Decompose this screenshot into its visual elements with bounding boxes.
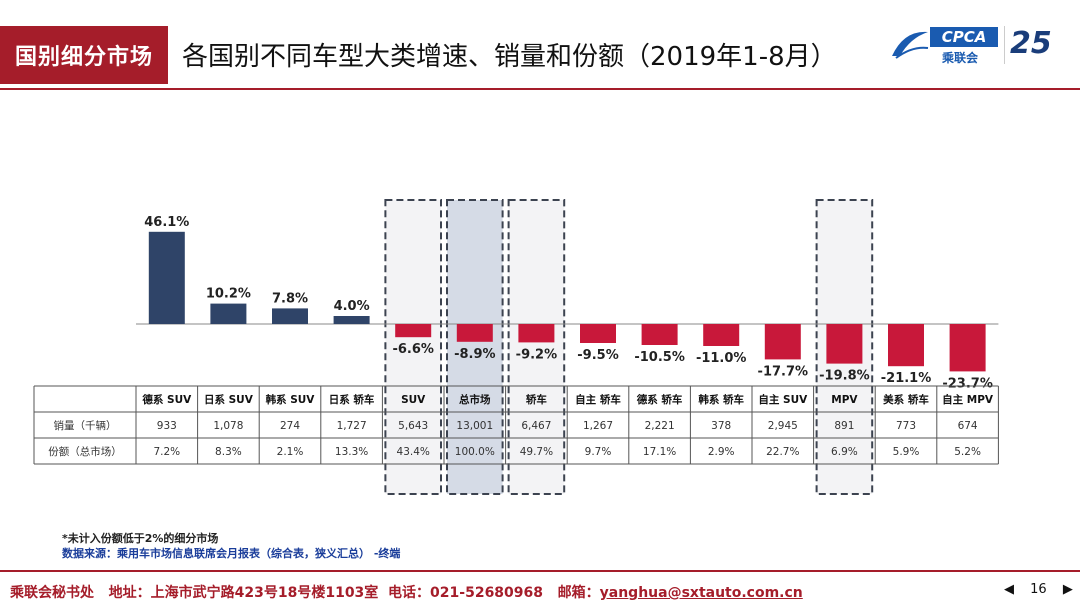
- cell-0-12: 773: [896, 420, 916, 432]
- category-label-1: 日系 SUV: [204, 393, 254, 406]
- cell-1-8: 17.1%: [643, 446, 676, 458]
- data-label-9: -11.0%: [696, 351, 747, 366]
- cell-0-11: 891: [834, 420, 854, 432]
- bar-6: [518, 324, 555, 343]
- row-label-1: 份额（总市场）: [48, 445, 122, 458]
- cell-0-2: 274: [280, 420, 300, 432]
- cell-1-6: 49.7%: [520, 446, 553, 458]
- data-label-10: -17.7%: [758, 364, 809, 379]
- footer-email-label: 邮箱：: [557, 585, 600, 601]
- growth-bar-chart: 46.1% 10.2% 7.8% 4.0% -6.6% -8.9% -9.2% -9.5% -1…: [33, 199, 999, 495]
- bar-11: [826, 324, 863, 364]
- category-label-9: 韩系 轿车: [698, 393, 744, 406]
- prev-page-button[interactable]: ◀: [1004, 582, 1014, 597]
- cell-1-3: 13.3%: [335, 446, 368, 458]
- logo-separator: [1004, 26, 1005, 64]
- cell-0-13: 674: [958, 420, 978, 432]
- cell-0-3: 1,727: [337, 420, 367, 432]
- bar-2: [272, 308, 308, 324]
- header-divider: [0, 88, 1080, 90]
- data-label-7: -9.5%: [577, 348, 618, 363]
- highlight-frame-6: [507, 199, 566, 495]
- data-label-1: 10.2%: [206, 287, 251, 302]
- data-label-8: -10.5%: [634, 350, 685, 365]
- next-page-button[interactable]: ▶: [1062, 582, 1073, 597]
- cell-0-0: 933: [157, 420, 177, 432]
- data-label-0: 46.1%: [144, 215, 189, 230]
- data-label-2: 7.8%: [272, 291, 308, 306]
- cell-1-10: 22.7%: [766, 446, 799, 458]
- section-tag: 国别细分市场: [0, 26, 168, 84]
- cell-0-7: 1,267: [583, 420, 613, 432]
- bar-4: [395, 324, 432, 338]
- footer-email-link[interactable]: yanghua@sxtauto.com.cn: [599, 585, 803, 601]
- cell-1-7: 9.7%: [585, 446, 612, 458]
- bar-12: [888, 324, 924, 367]
- highlight-frame-5: [446, 199, 504, 495]
- cell-1-5: 100.0%: [455, 446, 495, 458]
- data-label-12: -21.1%: [881, 371, 932, 386]
- footer-phone: 电话：021-52680968: [388, 585, 544, 601]
- cell-0-8: 2,221: [645, 420, 675, 432]
- category-label-11: MPV: [831, 394, 858, 406]
- bar-9: [703, 324, 740, 346]
- data-label-13: -23.7%: [942, 376, 993, 391]
- category-label-10: 自主 SUV: [758, 393, 808, 406]
- bar-5: [456, 324, 493, 342]
- footer-contact: 乘联会秘书处 地址：上海市武宁路423号18号楼1103室 电话：021-526…: [10, 582, 803, 602]
- category-label-8: 德系 轿车: [636, 393, 683, 406]
- cell-1-13: 5.2%: [954, 446, 981, 458]
- footnote-note: *未计入份额低于2%的细分市场: [62, 532, 219, 545]
- cell-1-4: 43.4%: [397, 446, 430, 458]
- cell-0-10: 2,945: [768, 420, 798, 432]
- footnote-source: 数据来源：乘用车市场信息联席会月报表（综合表，狭义汇总） -终端: [62, 547, 401, 560]
- cell-0-9: 378: [711, 420, 731, 432]
- cada-logo-icon: [892, 31, 929, 59]
- bar-10: [764, 324, 801, 360]
- bar-3: [333, 316, 370, 324]
- data-label-3: 4.0%: [334, 299, 370, 314]
- category-label-13: 自主 MPV: [942, 393, 994, 406]
- bar-8: [641, 324, 678, 345]
- logo-group: CPCA 乘联会 25: [890, 22, 1070, 72]
- category-label-4: SUV: [401, 394, 426, 406]
- category-label-3: 日系 轿车: [329, 393, 375, 406]
- cell-1-1: 8.3%: [215, 446, 242, 458]
- cpca-cn-name: 乘联会: [942, 51, 979, 65]
- cell-0-4: 5,643: [398, 420, 428, 432]
- pager: ◀ 16 ▶: [998, 582, 1079, 597]
- bar-7: [580, 324, 616, 343]
- footer-divider: [0, 570, 1080, 572]
- data-label-6: -9.2%: [516, 347, 557, 362]
- cell-1-12: 5.9%: [893, 446, 920, 458]
- cell-1-9: 2.9%: [708, 446, 735, 458]
- bar-13: [949, 324, 986, 372]
- cell-1-0: 7.2%: [153, 446, 180, 458]
- category-label-2: 韩系 SUV: [266, 393, 316, 406]
- cell-0-6: 6,467: [521, 420, 551, 432]
- cell-0-1: 1,078: [213, 420, 243, 432]
- page-number: 16: [1030, 582, 1047, 597]
- category-label-6: 轿车: [526, 393, 547, 406]
- data-label-5: -8.9%: [454, 347, 495, 362]
- row-label-0: 销量（千辆）: [54, 419, 117, 432]
- bar-0: [148, 231, 185, 324]
- footer-address: 地址：上海市武宁路423号18号楼1103室: [108, 585, 379, 601]
- category-label-5: 总市场: [459, 393, 491, 406]
- data-label-11: -19.8%: [819, 369, 870, 384]
- cell-1-11: 6.9%: [831, 446, 858, 458]
- category-label-0: 德系 SUV: [141, 393, 192, 406]
- data-label-4: -6.6%: [392, 342, 433, 357]
- page-title: 各国别不同车型大类增速、销量和份额（2019年1-8月）: [182, 42, 837, 72]
- cpca-logo: CPCA: [930, 27, 998, 47]
- category-label-12: 美系 轿车: [883, 393, 929, 406]
- highlight-frame-4: [384, 199, 442, 495]
- anniversary-logo: 25: [1010, 26, 1052, 61]
- cell-0-5: 13,001: [456, 420, 493, 432]
- cell-1-2: 2.1%: [277, 446, 304, 458]
- bar-1: [210, 303, 247, 324]
- category-label-7: 自主 轿车: [575, 393, 621, 406]
- footer-org: 乘联会秘书处: [10, 585, 94, 601]
